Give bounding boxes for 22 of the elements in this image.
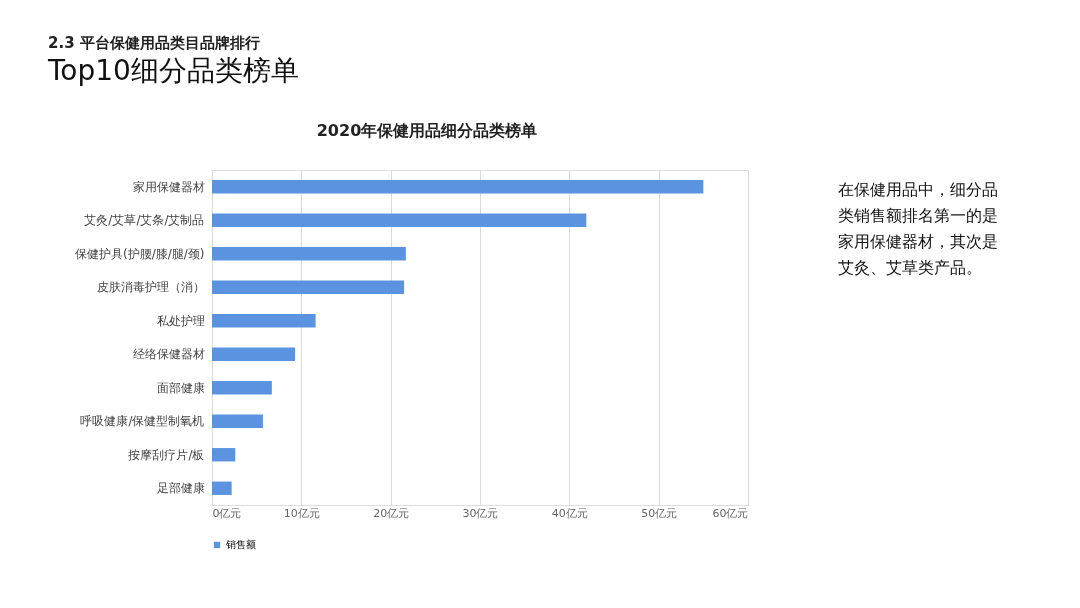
x-tick-label: 60亿元 bbox=[712, 506, 749, 520]
y-tick-label: 经络保健器材 bbox=[132, 347, 205, 362]
legend-label: 销售额 bbox=[225, 539, 256, 550]
x-tick-label: 30亿元 bbox=[462, 506, 499, 520]
text: 2.3 平台保健用品类目品牌排行 bbox=[48, 34, 260, 52]
x-tick-label: 50亿元 bbox=[641, 506, 678, 520]
y-tick-label: 面部健康 bbox=[156, 380, 205, 395]
text: Top10细分品类榜单 bbox=[47, 54, 299, 87]
y-tick-label: 保健护具(护腰/膝/腿/颈) bbox=[75, 246, 205, 261]
y-tick-label: 按摩刮疗片/板 bbox=[128, 447, 205, 462]
text: 在保健用品中，细分品类销售额排名第一的是家用保健器材，其次是艾灸、艾草类产品。 bbox=[838, 180, 998, 277]
y-tick-label: 家用保健器材 bbox=[132, 179, 205, 194]
y-tick-label: 足部健康 bbox=[156, 481, 205, 496]
x-tick-label: 20亿元 bbox=[373, 506, 410, 520]
y-tick-label: 艾灸/艾草/艾条/艾制品 bbox=[84, 213, 205, 228]
x-tick-label: 40亿元 bbox=[551, 506, 588, 520]
x-tick-label: 10亿元 bbox=[283, 506, 320, 520]
y-tick-label: 私处护理 bbox=[156, 313, 205, 328]
chart-title: 2020年保健用品细分品类榜单 bbox=[316, 121, 538, 140]
x-tick-label: 0亿元 bbox=[212, 506, 242, 520]
y-tick-label: 呼吸健康/保健型制氧机 bbox=[80, 414, 205, 429]
y-tick-label: 皮肤消毒护理（消） bbox=[96, 280, 205, 295]
